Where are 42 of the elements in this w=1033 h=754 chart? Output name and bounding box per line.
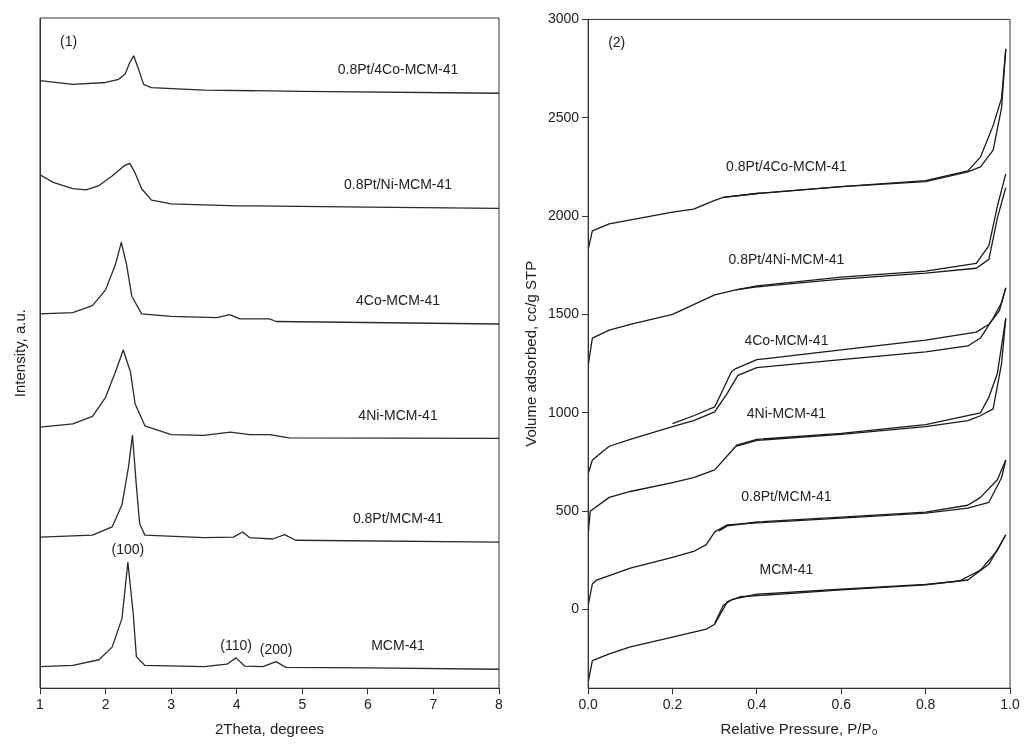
x-tick-label: 8 <box>495 696 504 713</box>
y-tick-label: 2500 <box>547 108 580 125</box>
x-axis-title: Relative Pressure, P/P₀ <box>720 720 878 738</box>
series-label: 4Co-MCM-41 <box>744 331 829 348</box>
annotation: (2) <box>608 34 626 51</box>
y-tick-label: 1500 <box>547 305 580 322</box>
x-tick-label: 0.2 <box>662 696 683 713</box>
series-label: 4Ni-MCM-41 <box>358 407 438 424</box>
series-label: 0.8Pt/MCM-41 <box>352 510 444 527</box>
series-label: 0.8Pt/Ni-MCM-41 <box>343 176 453 193</box>
series-label: 0.8Pt/4Ni-MCM-41 <box>728 251 845 268</box>
x-tick-label: 5 <box>298 696 307 713</box>
annotation: (100) <box>111 541 145 558</box>
x-tick-label: 7 <box>429 696 438 713</box>
series-label: 0.8Pt/MCM-41 <box>741 488 832 505</box>
text: (1) <box>60 33 78 49</box>
y-tick-label: 3000 <box>547 10 580 27</box>
series-label: 0.8Pt/4Co-MCM-41 <box>726 158 847 175</box>
series-label: MCM-41 <box>371 637 426 654</box>
x-axis-title: 2Theta, degrees <box>214 720 325 738</box>
x-tick-label: 0.8 <box>915 696 936 713</box>
x-tick-label: 2 <box>101 696 110 713</box>
x-tick-label: 4 <box>232 696 241 713</box>
y-axis-title: Intensity, a.u. <box>11 309 29 398</box>
x-tick-label: 0.0 <box>578 696 599 713</box>
series-label: 4Ni-MCM-41 <box>746 405 827 422</box>
y-tick-label: 1000 <box>547 403 580 420</box>
x-tick-label: 6 <box>363 696 372 713</box>
series-label: 4Co-MCM-41 <box>356 291 441 308</box>
y-tick-label: 500 <box>555 502 580 519</box>
annotation: (200) <box>259 640 293 657</box>
x-tick-label: 1 <box>36 696 45 713</box>
series-label: 0.8Pt/4Co-MCM-41 <box>337 61 459 78</box>
series-label: MCM-41 <box>759 560 814 577</box>
y-axis-title: Volume adsorbed, cc/g STP <box>522 260 540 447</box>
annotation: (110) <box>220 636 252 653</box>
x-tick-label: 1.0 <box>1000 696 1020 713</box>
x-tick-label: 3 <box>167 696 176 713</box>
y-tick-label: 2000 <box>547 206 580 223</box>
y-tick-label: 0 <box>571 600 580 617</box>
x-tick-label: 0.4 <box>747 696 767 713</box>
x-tick-label: 0.6 <box>831 696 852 713</box>
